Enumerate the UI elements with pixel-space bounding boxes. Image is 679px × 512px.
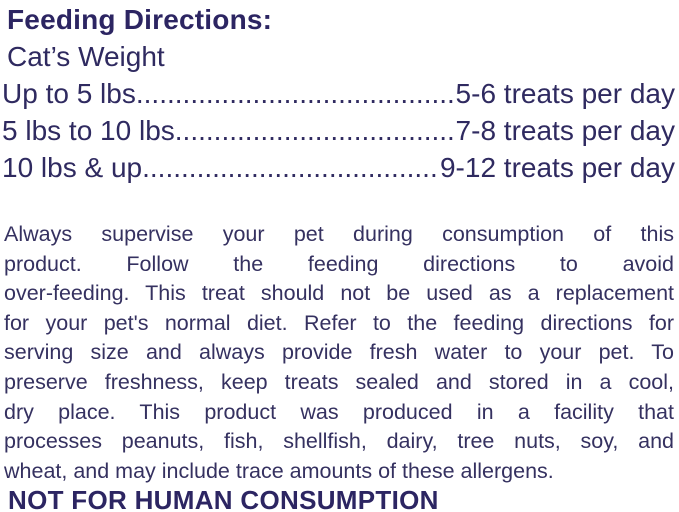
disclaimer-line: over-feeding. This treat should not be u… <box>4 281 674 306</box>
treats-amount: 9-12 treats per day <box>439 152 675 183</box>
cats-weight-subheading: Cat’s Weight <box>7 41 165 72</box>
disclaimer-line: preserve freshness, keep treats sealed a… <box>4 369 674 394</box>
disclaimer-line: for your pet's normal diet. Refer to the… <box>4 310 674 335</box>
dot-leader: ........................................… <box>142 152 440 183</box>
disclaimer-line: product. Follow the feeding directions t… <box>4 251 674 276</box>
dot-leader: ........................................… <box>135 78 456 109</box>
feeding-row-up-to-5lbs: Up to 5 lbs ............................… <box>0 75 679 112</box>
feeding-directions-section: Feeding Directions: Cat’s Weight Up to 5… <box>0 0 679 186</box>
dot-leader: ........................................… <box>174 115 456 146</box>
feeding-row-10lbs-up: 10 lbs & up ............................… <box>0 149 679 186</box>
feeding-row-5-to-10lbs: 5 lbs to 10 lbs ........................… <box>0 112 679 149</box>
disclaimer-paragraph: Always supervise your pet during consump… <box>0 220 679 512</box>
treats-amount: 7-8 treats per day <box>455 115 675 146</box>
disclaimer-line: wheat, and may include trace amounts of … <box>4 458 554 483</box>
weight-range: Up to 5 lbs <box>2 78 136 109</box>
disclaimer-line: serving size and always provide fresh wa… <box>4 340 674 365</box>
disclaimer-line: dry place. This product was produced in … <box>4 399 674 424</box>
treats-amount: 5-6 treats per day <box>455 78 675 109</box>
not-for-human-consumption-warning: NOT FOR HUMAN CONSUMPTION <box>8 485 439 512</box>
disclaimer-line: Always supervise your pet during consump… <box>4 222 674 246</box>
disclaimer-line: processes peanuts, fish, shellfish, dair… <box>4 429 674 454</box>
weight-range: 5 lbs to 10 lbs <box>2 115 175 146</box>
section-title: Feeding Directions: <box>7 4 273 35</box>
weight-range: 10 lbs & up <box>2 152 143 183</box>
